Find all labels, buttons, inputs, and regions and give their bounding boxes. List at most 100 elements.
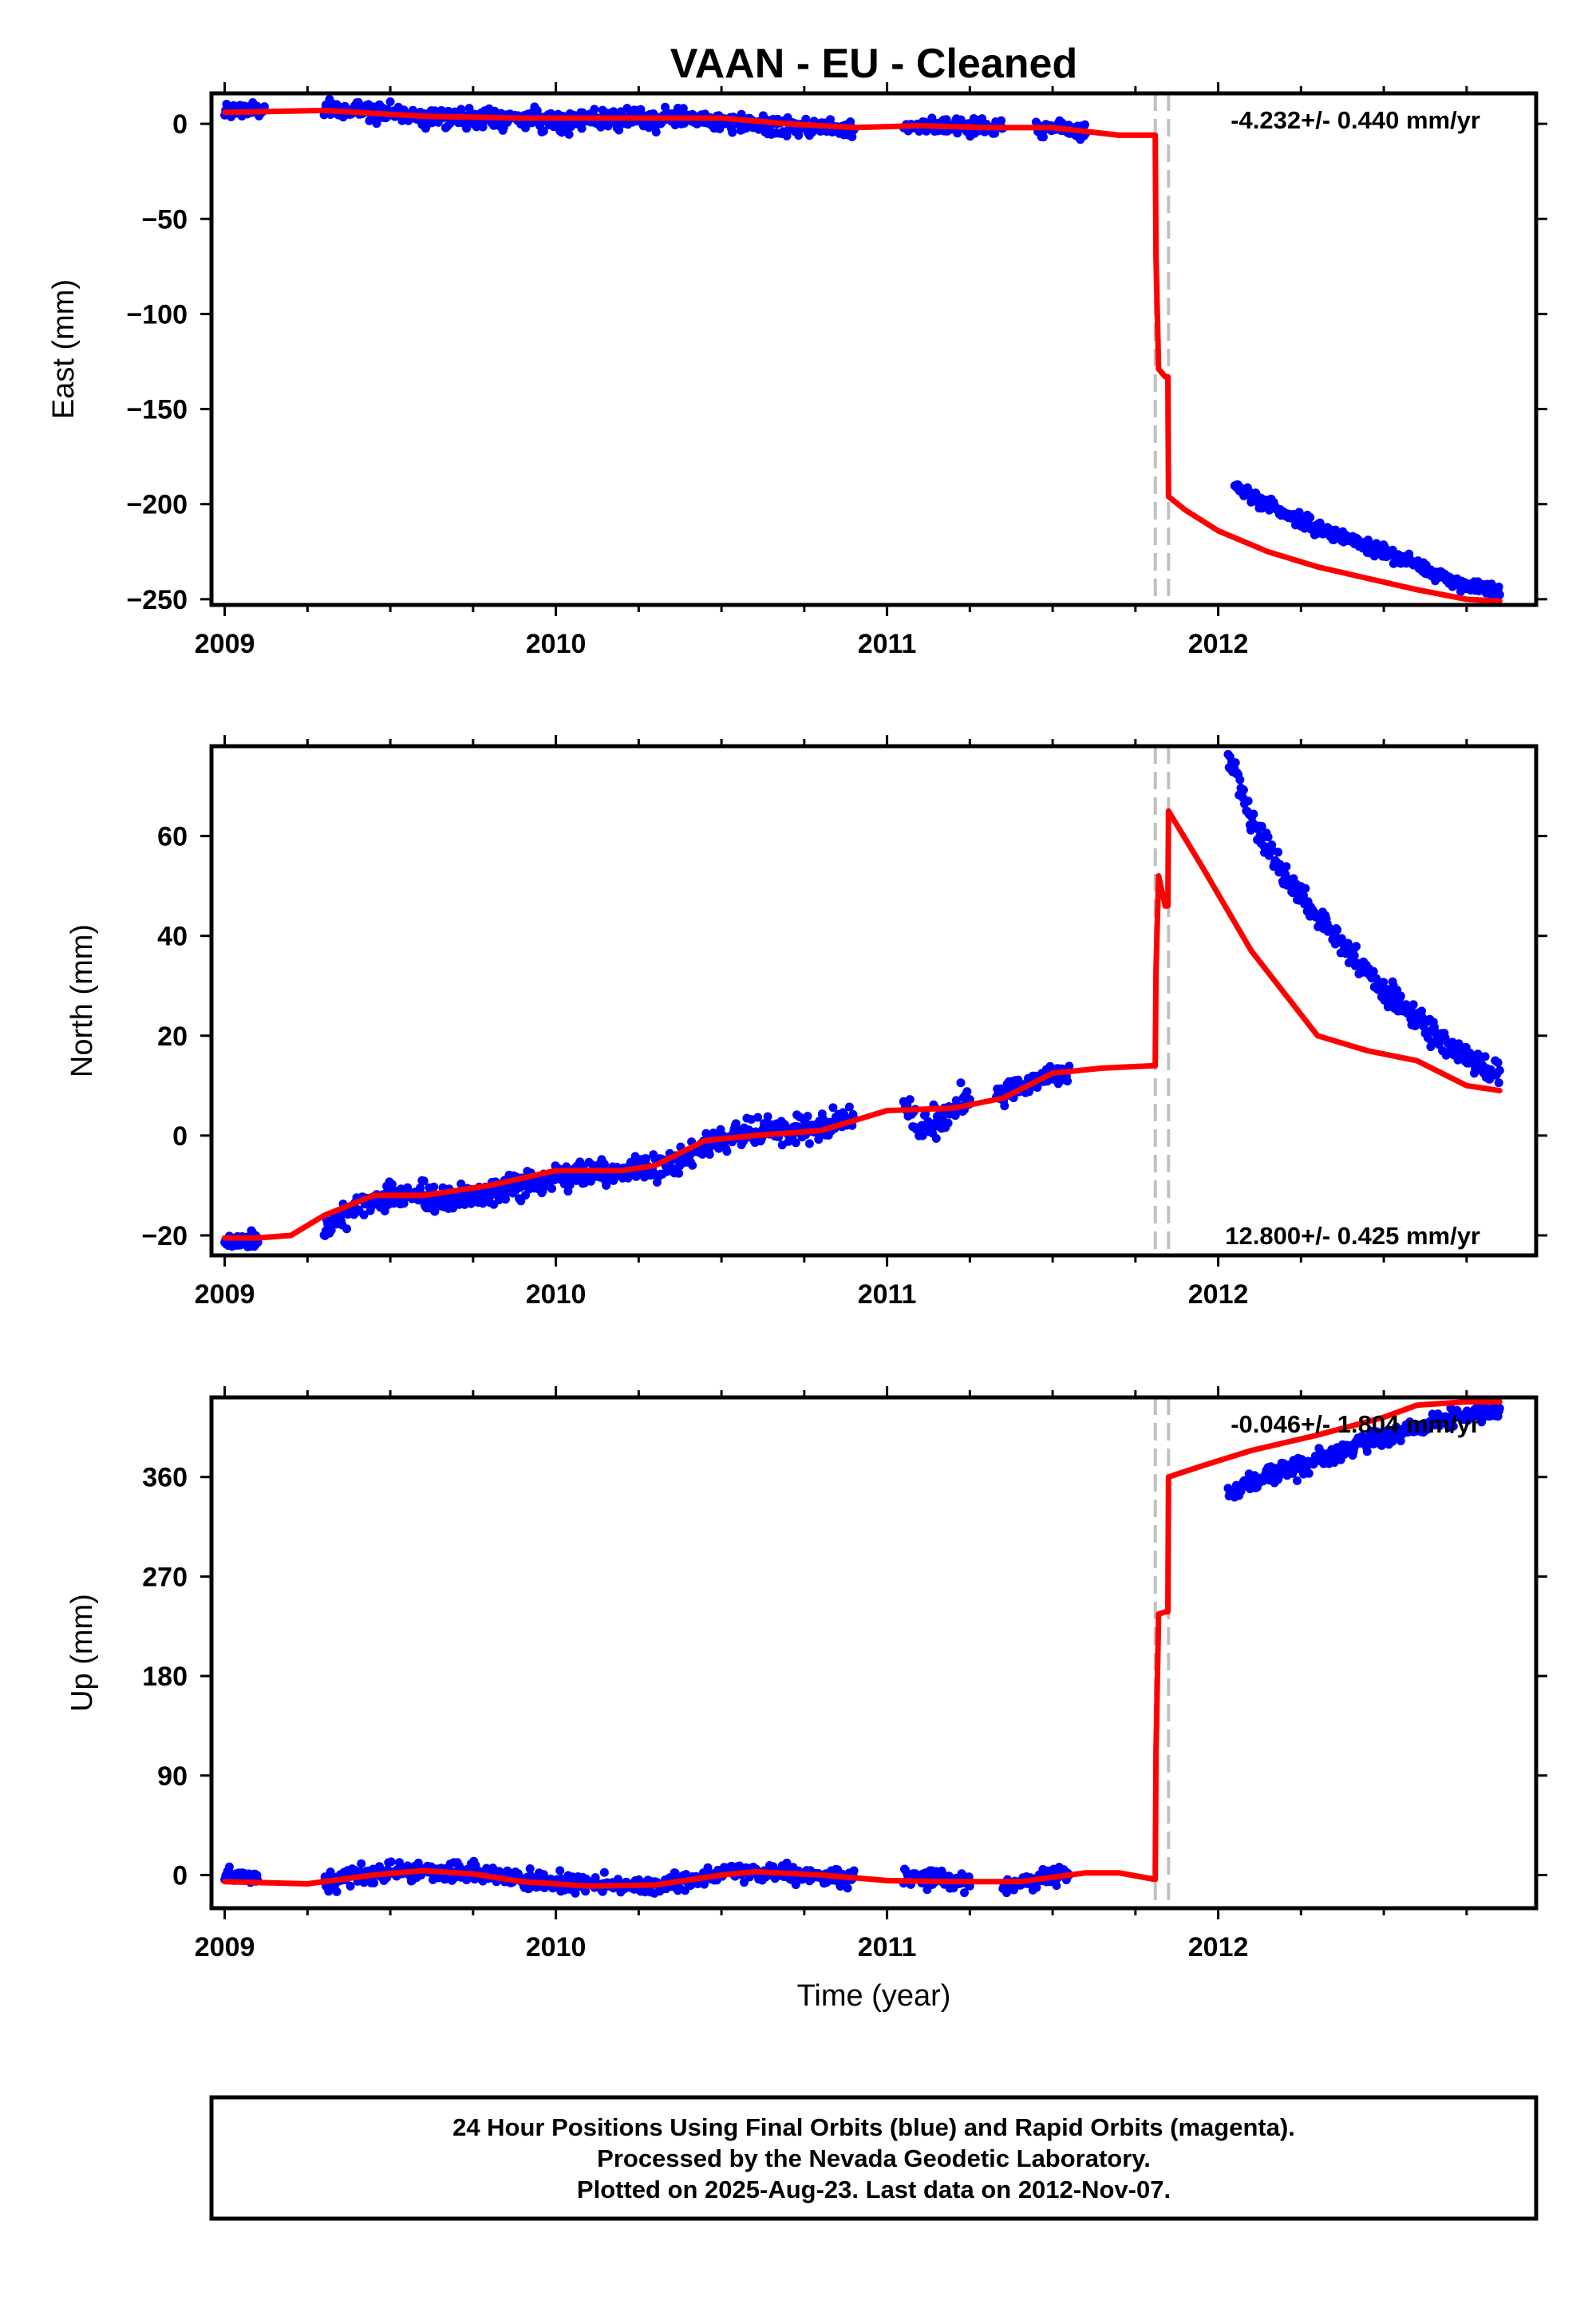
north-data-point (943, 1118, 953, 1128)
north-data-point (501, 1195, 510, 1204)
north-data-point (1480, 1052, 1490, 1061)
north-data-point (399, 1199, 409, 1208)
north-y-tick-label: 20 (157, 1022, 188, 1052)
east-data-point (478, 122, 488, 132)
footer-box: 24 Hour Positions Using Final Orbits (bl… (209, 2095, 1539, 2221)
east-data-point (1080, 120, 1089, 129)
up-data-point (581, 1887, 591, 1896)
north-data-point (359, 1210, 369, 1219)
north-data-point (1333, 925, 1342, 935)
east-y-tick-label: −100 (126, 299, 188, 330)
up-data-point (791, 1880, 800, 1890)
north-data-point (763, 1112, 772, 1121)
east-data-point (532, 106, 542, 115)
north-data-point (688, 1160, 697, 1170)
footer-frame (209, 2095, 1539, 2221)
up-y-tick-label: 180 (142, 1662, 188, 1692)
north-data-point (962, 1087, 972, 1097)
east-data-point (651, 128, 661, 136)
up-data-point (1293, 1476, 1302, 1485)
up-x-tick-label: 2009 (195, 1932, 255, 1962)
north-data-point (342, 1224, 351, 1234)
east-rate-annotation: -4.232+/- 0.440 mm/yr (1231, 106, 1480, 134)
east-data-point (385, 97, 395, 106)
north-data-point (1379, 978, 1389, 987)
north-data-point (804, 1139, 814, 1148)
east-data-point (462, 124, 472, 133)
north-data-point (1417, 1006, 1426, 1016)
up-data-point (1362, 1447, 1372, 1456)
north-x-tick-label: 2012 (1188, 1279, 1249, 1310)
up-data-point (1495, 1404, 1504, 1413)
north-data-point (380, 1206, 389, 1215)
north-y-tick-label: 0 (172, 1121, 188, 1152)
north-data-point (1493, 1058, 1503, 1067)
north-data-point (753, 1113, 763, 1122)
up-data-point (1357, 1432, 1366, 1441)
up-y-axis-label: Up (mm) (65, 1594, 99, 1712)
north-data-point (1408, 1000, 1418, 1010)
footer-line-3: Plotted on 2025-Aug-23. Last data on 201… (577, 2176, 1171, 2203)
north-data-point (1231, 758, 1240, 768)
east-data-point (596, 122, 606, 132)
north-data-point (1243, 796, 1253, 806)
up-y-tick-label: 270 (142, 1562, 188, 1592)
north-data-point (828, 1103, 838, 1113)
north-data-point (1282, 862, 1291, 871)
east-data-point (990, 128, 1000, 138)
up-data-point (1448, 1421, 1458, 1431)
north-y-axis-label: North (mm) (65, 924, 99, 1077)
east-data-point (1315, 518, 1325, 528)
north-panel: −20 0 20 40 60 2009 2010 2011 2012 North (mm) 12.8… (65, 735, 1547, 1310)
north-data-point (705, 1150, 714, 1159)
east-data-point (614, 125, 624, 135)
up-data-point (1052, 1881, 1061, 1891)
north-data-point (599, 1160, 609, 1169)
north-data-point (1000, 1101, 1009, 1111)
north-data-point (950, 1111, 960, 1120)
north-y-tick-label: 40 (157, 922, 188, 952)
up-x-tick-label: 2011 (858, 1932, 917, 1962)
east-data-point (847, 132, 857, 141)
east-data-point (801, 114, 811, 124)
up-data-point (843, 1883, 852, 1893)
east-panel: −250 −200 −150 −100 −50 0 2009 2010 2011 2012 East… (47, 82, 1547, 659)
north-data-point (931, 1134, 941, 1143)
up-data-point (740, 1878, 749, 1887)
east-y-tick-label: −50 (141, 204, 188, 235)
up-data-point (1032, 1883, 1041, 1892)
east-data-point (464, 104, 474, 113)
east-data-point (997, 116, 1006, 125)
east-data-point (636, 105, 646, 114)
north-data-point (1396, 991, 1405, 1001)
east-y-tick-label: −150 (126, 395, 188, 425)
east-data-point (826, 115, 835, 124)
north-x-tick-label: 2011 (858, 1279, 917, 1310)
north-data-point (1249, 809, 1258, 819)
up-rate-annotation: -0.046+/- 1.804 mm/yr (1231, 1410, 1480, 1438)
north-data-point (803, 1112, 812, 1121)
north-data-point (956, 1078, 966, 1088)
north-data-point (1063, 1077, 1073, 1086)
up-x-tick-label: 2010 (526, 1932, 587, 1962)
north-data-point (905, 1095, 915, 1105)
east-data-point (1038, 132, 1048, 142)
north-data-point (1065, 1061, 1074, 1071)
north-data-point (674, 1168, 684, 1178)
north-data-point (602, 1180, 611, 1190)
north-data-point (1263, 832, 1273, 842)
north-model-line (222, 808, 1503, 1241)
north-data-point (1274, 848, 1283, 857)
north-data-point (1494, 1078, 1503, 1088)
up-y-tick-label: 90 (157, 1761, 188, 1792)
north-x-tick-label: 2009 (195, 1279, 255, 1310)
east-x-tick-label: 2010 (526, 629, 587, 659)
north-data-point (429, 1182, 439, 1192)
north-data-point (642, 1154, 651, 1164)
east-x-tick-label: 2009 (195, 629, 255, 659)
east-data-point (539, 126, 548, 136)
footer-line-2: Processed by the Nevada Geodetic Laborat… (597, 2144, 1151, 2172)
east-x-tick-label: 2011 (858, 629, 917, 659)
north-data-point (791, 1138, 800, 1148)
